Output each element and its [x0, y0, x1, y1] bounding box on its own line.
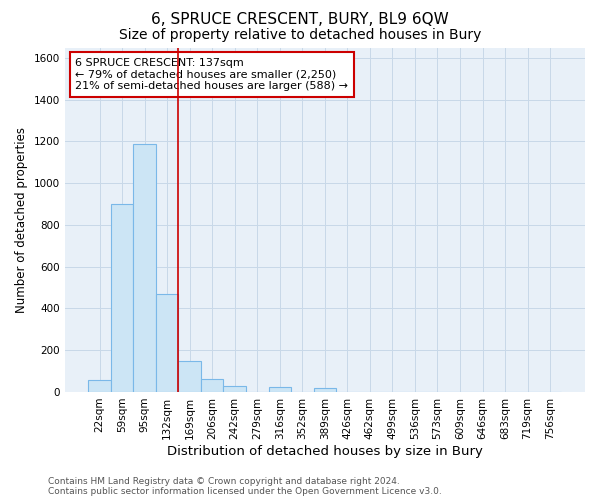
Bar — [223, 386, 246, 392]
Text: 6 SPRUCE CRESCENT: 137sqm
← 79% of detached houses are smaller (2,250)
21% of se: 6 SPRUCE CRESCENT: 137sqm ← 79% of detac… — [75, 58, 348, 91]
Bar — [111, 204, 133, 392]
Bar — [156, 294, 178, 392]
Bar — [314, 388, 336, 392]
Bar — [178, 360, 201, 392]
Y-axis label: Number of detached properties: Number of detached properties — [15, 126, 28, 312]
Text: Contains HM Land Registry data © Crown copyright and database right 2024.: Contains HM Land Registry data © Crown c… — [48, 477, 400, 486]
Text: Contains public sector information licensed under the Open Government Licence v3: Contains public sector information licen… — [48, 487, 442, 496]
Bar — [201, 379, 223, 392]
Bar — [133, 144, 156, 392]
Text: 6, SPRUCE CRESCENT, BURY, BL9 6QW: 6, SPRUCE CRESCENT, BURY, BL9 6QW — [151, 12, 449, 28]
Text: Size of property relative to detached houses in Bury: Size of property relative to detached ho… — [119, 28, 481, 42]
X-axis label: Distribution of detached houses by size in Bury: Distribution of detached houses by size … — [167, 444, 483, 458]
Bar — [88, 380, 111, 392]
Bar — [269, 386, 291, 392]
